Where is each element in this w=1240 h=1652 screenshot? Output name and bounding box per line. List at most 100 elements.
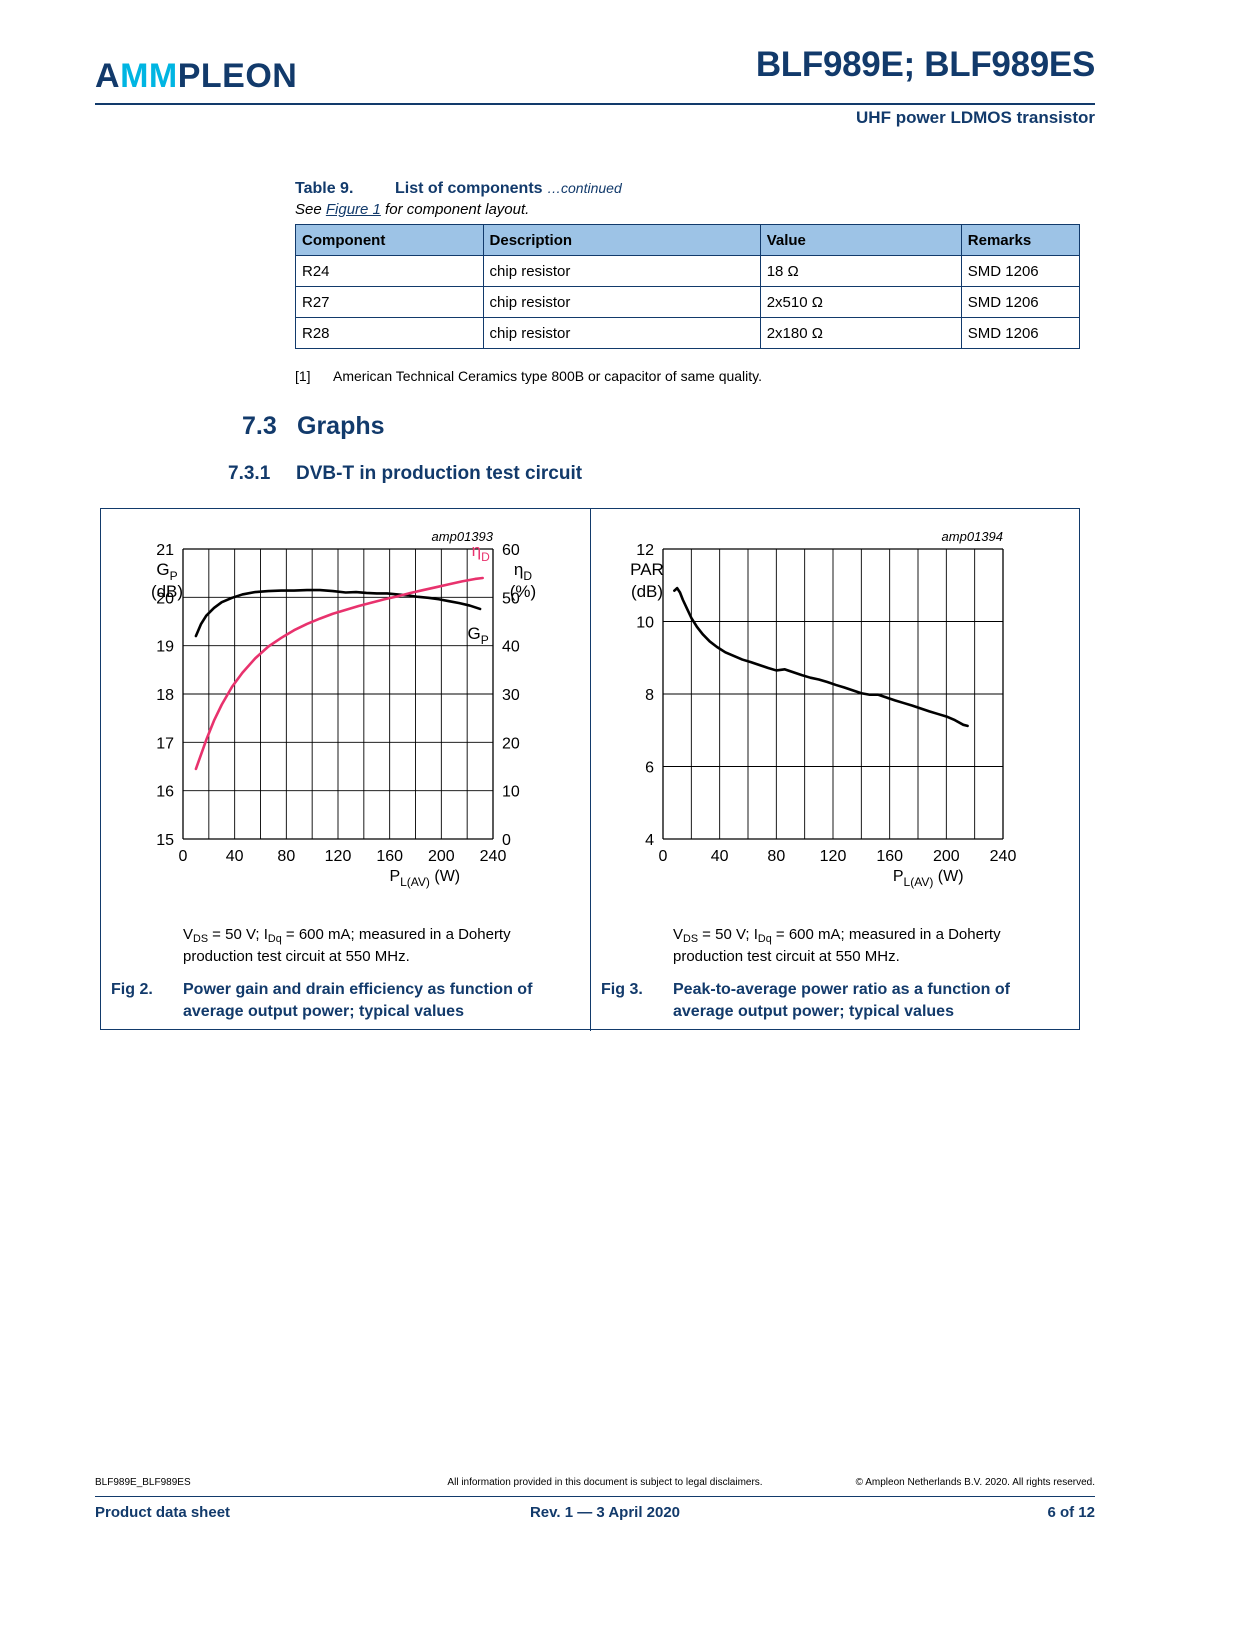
cell-component: R27	[295, 286, 484, 318]
figure-2-caption: Fig 2. Power gain and drain efficiency as…	[111, 979, 581, 1022]
column-header-value: Value	[759, 224, 962, 256]
footer-doc-type: Product data sheet	[95, 1504, 231, 1521]
footnote-marker: [1]	[295, 368, 311, 384]
cell-value: 2x510 Ω	[759, 286, 962, 318]
y-axis-title: PAR	[630, 560, 664, 579]
y-axis-tick-label: 18	[156, 687, 174, 704]
figure-3-caption: Fig 3. Peak-to-average power ratio as a f…	[601, 979, 1071, 1022]
cell-value: 18 Ω	[759, 255, 962, 287]
logo-letter-a: A	[95, 57, 121, 95]
table-subtitle-post: for component layout.	[380, 201, 530, 218]
footer-top-row: BLF989E_BLF989ES All information provide…	[95, 1477, 1095, 1493]
table-row: R27 chip resistor 2x510 Ω SMD 1206	[295, 286, 1081, 318]
logo-wave-mark: MM	[120, 57, 178, 95]
x-axis-tick-label: 40	[711, 848, 729, 865]
footer-page-number: 6 of 12	[1047, 1504, 1095, 1521]
y-axis-title: GP	[156, 560, 177, 583]
series-label-Gp: GP	[467, 624, 488, 647]
chart-svg-gain-efficiency: amp01393 15 16 17 18 19 20 21 0 10 20 30 40 50 60 0 40 80…	[151, 529, 536, 889]
page-header: AMMPLEON BLF989E; BLF989ES UHF power LDM…	[95, 45, 1095, 140]
x-axis-tick-label: 240	[990, 848, 1017, 865]
y-axis-tick-label: 10	[636, 615, 654, 632]
x-axis-tick-label: 160	[376, 848, 403, 865]
cell-component: R24	[295, 255, 484, 287]
x-axis-title: PL(AV) (W)	[893, 868, 964, 889]
logo-text-rest: PLEON	[177, 57, 298, 95]
y2-axis-tick-label: 40	[502, 639, 520, 656]
y2-axis-tick-label: 0	[502, 832, 511, 849]
series-label-ηD: ηD	[472, 541, 490, 564]
figures-panel: amp01393 15 16 17 18 19 20 21 0 10 20 30 40 50 60 0 40 80…	[100, 508, 1080, 1031]
table-name: List of components	[395, 180, 543, 197]
footer-disclaimer: All information provided in this documen…	[447, 1477, 763, 1488]
series-line-Gp	[194, 588, 482, 638]
y-axis-tick-label: 6	[645, 760, 654, 777]
figure-2: amp01393 15 16 17 18 19 20 21 0 10 20 30 40 50 60 0 40 80…	[101, 509, 590, 1031]
components-table: Component Description Value Remarks R24 …	[295, 224, 1081, 349]
footer-copyright: © Ampleon Netherlands B.V. 2020. All rig…	[855, 1477, 1095, 1488]
footnote-text: American Technical Ceramics type 800B or…	[333, 368, 763, 384]
table-footnote: [1] American Technical Ceramics type 800B…	[295, 368, 762, 384]
figure-1-link[interactable]: Figure 1	[325, 201, 381, 218]
y-axis-tick-label: 17	[156, 735, 174, 752]
x-axis-tick-label: 0	[179, 848, 188, 865]
y-axis-tick-label: 21	[156, 542, 174, 559]
chart-amp01394: amp01394 4 6 8 10 12 0 40 80 120 160 200 240 PL(AV) (…	[591, 509, 1080, 909]
section-title: Graphs	[297, 412, 385, 440]
figure-3-conditions: VDS = 50 V; IDq = 600 mA; measured in a …	[673, 926, 1001, 965]
y-axis-unit: (dB)	[151, 582, 183, 601]
y-axis-tick-label: 12	[636, 542, 654, 559]
section-heading-graphs: 7.3 Graphs	[242, 412, 385, 441]
series-line-PAR	[673, 586, 969, 728]
column-header-remarks: Remarks	[960, 224, 1081, 256]
x-axis-tick-label: 120	[325, 848, 352, 865]
y2-axis-unit: (%)	[510, 582, 536, 601]
figure-3: amp01394 4 6 8 10 12 0 40 80 120 160 200 240 PL(AV) (…	[591, 509, 1080, 1031]
cell-description: chip resistor	[482, 255, 761, 287]
cell-component: R28	[295, 317, 484, 349]
x-axis-tick-label: 200	[428, 848, 455, 865]
section-number: 7.3	[242, 412, 277, 440]
chart-watermark: amp01393	[432, 529, 494, 544]
table-row: R28 chip resistor 2x180 Ω SMD 1206	[295, 317, 1081, 349]
footer-revision: Rev. 1 — 3 April 2020	[529, 1504, 681, 1521]
y2-axis-tick-label: 20	[502, 735, 520, 752]
y-axis-tick-label: 4	[645, 832, 654, 849]
y2-axis-title: ηD	[514, 560, 532, 583]
x-axis-title: PL(AV) (W)	[389, 868, 460, 889]
y-axis-tick-label: 20	[156, 590, 174, 607]
column-header-description: Description	[482, 224, 761, 256]
footer-bottom-row: Product data sheet Rev. 1 — 3 April 2020…	[95, 1504, 1095, 1526]
x-axis-tick-label: 240	[480, 848, 507, 865]
x-axis-tick-label: 0	[659, 848, 668, 865]
cell-remarks: SMD 1206	[960, 317, 1081, 349]
components-table-block: Table 9. List of components …continued Se…	[295, 180, 1081, 349]
y-axis-unit: (dB)	[631, 582, 663, 601]
ampleon-logo: AMMPLEON	[95, 57, 297, 96]
series-line-ηD	[194, 576, 484, 771]
table-continued: …continued	[547, 180, 622, 196]
y-axis-tick-label: 15	[156, 832, 174, 849]
x-axis-tick-label: 200	[933, 848, 960, 865]
y-axis-tick-label: 16	[156, 784, 174, 801]
y-axis-tick-label: 19	[156, 639, 174, 656]
chart-amp01393: amp01393 15 16 17 18 19 20 21 0 10 20 30 40 50 60 0 40 80…	[101, 509, 590, 909]
table-label: Table 9.	[295, 180, 354, 197]
figure-3-number: Fig 3.	[601, 981, 643, 998]
y-axis-tick-label: 8	[645, 687, 654, 704]
figure-2-caption-text: Power gain and drain efficiency as funct…	[183, 981, 533, 1020]
x-axis-tick-label: 80	[277, 848, 295, 865]
figures-divider	[590, 509, 591, 1031]
chart-watermark: amp01394	[942, 529, 1003, 544]
y2-axis-tick-label: 10	[502, 784, 520, 801]
header-divider	[95, 103, 1095, 105]
y2-axis-tick-label: 60	[502, 542, 520, 559]
figure-2-conditions: VDS = 50 V; IDq = 600 mA; measured in a …	[183, 926, 511, 965]
document-title: BLF989E; BLF989ES	[755, 45, 1095, 84]
cell-value: 2x180 Ω	[759, 317, 962, 349]
cell-remarks: SMD 1206	[960, 255, 1081, 287]
column-header-component: Component	[295, 224, 484, 256]
table-row: R24 chip resistor 18 Ω SMD 1206	[295, 255, 1081, 287]
